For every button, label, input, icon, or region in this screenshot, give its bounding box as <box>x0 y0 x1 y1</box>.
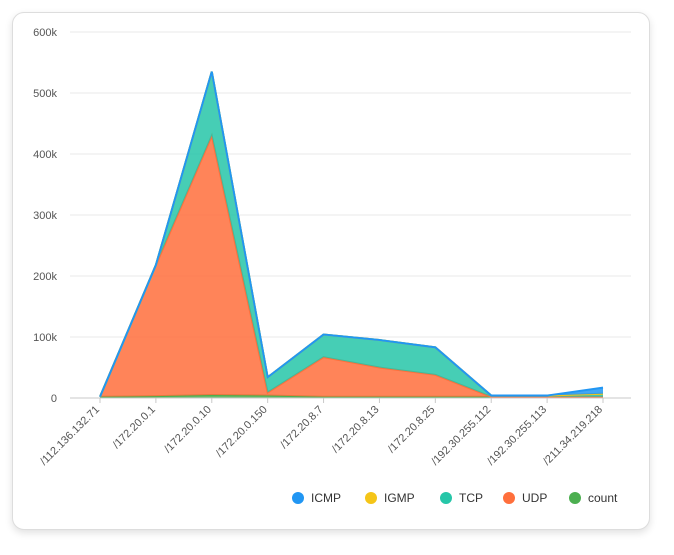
y-tick-label: 600k <box>33 27 57 39</box>
legend-marker <box>292 492 304 504</box>
y-tick-label: 300k <box>33 210 57 222</box>
legend-item-udp[interactable]: UDP <box>503 491 547 505</box>
y-tick-label: 500k <box>33 88 57 100</box>
legend-item-count[interactable]: count <box>569 491 618 505</box>
x-tick-label: /192.30.255.112 <box>429 404 493 468</box>
legend-label: ICMP <box>311 491 341 505</box>
legend-label: UDP <box>522 491 547 505</box>
x-tick-label: /172.20.8.13 <box>330 404 382 456</box>
x-tick-label: /172.20.0.1 <box>111 404 158 451</box>
x-axis-ticks: /112.136.132.71/172.20.0.1/172.20.0.10/1… <box>38 398 605 468</box>
line-icmp <box>99 71 604 398</box>
legend-item-igmp[interactable]: IGMP <box>365 491 415 505</box>
y-tick-label: 200k <box>33 271 57 283</box>
x-tick-label: /211.34.219.218 <box>541 404 605 468</box>
x-tick-label: /192.30.255.113 <box>485 404 549 468</box>
legend-label: TCP <box>459 491 483 505</box>
legend-marker <box>365 492 377 504</box>
legend-item-icmp[interactable]: ICMP <box>292 491 341 505</box>
legend-marker <box>569 492 581 504</box>
legend-marker <box>440 492 452 504</box>
legend-marker <box>503 492 515 504</box>
x-tick-label: /112.136.132.71 <box>38 404 102 468</box>
x-tick-label: /172.20.0.150 <box>214 404 270 460</box>
x-tick-label: /172.20.8.7 <box>278 404 325 451</box>
chart-card <box>12 12 650 530</box>
legend-item-tcp[interactable]: TCP <box>440 491 483 505</box>
x-tick-label: /172.20.8.25 <box>386 404 438 456</box>
legend-label: count <box>588 491 618 505</box>
y-tick-label: 100k <box>33 332 57 344</box>
area-series <box>99 71 604 398</box>
y-axis-ticks: 0 100k 200k 300k 400k 500k 600k <box>33 27 57 405</box>
legend-label: IGMP <box>384 491 415 505</box>
y-tick-label: 400k <box>33 149 57 161</box>
legend[interactable]: ICMP IGMP TCP UDP count <box>292 491 618 505</box>
y-tick-label: 0 <box>51 393 57 405</box>
x-tick-label: /172.20.0.10 <box>162 404 214 456</box>
